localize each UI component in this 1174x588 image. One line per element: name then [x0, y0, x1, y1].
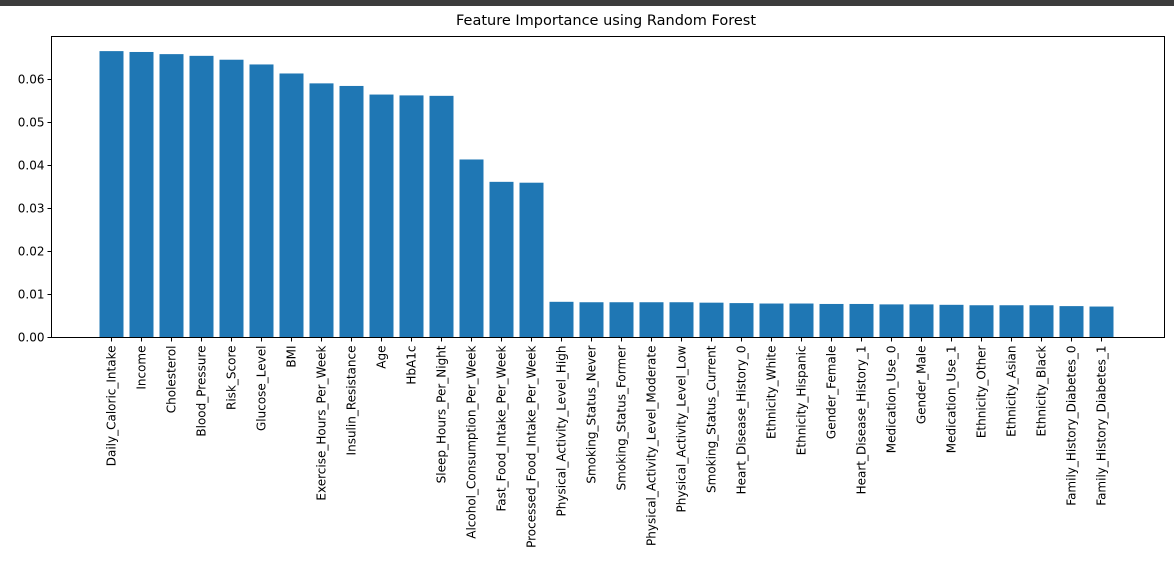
bar-Family_History_Diabetes_1 — [1089, 306, 1114, 338]
bar-Physical_Activity_Level_Low — [669, 302, 694, 338]
y-axis: 0.00 0.01 0.02 0.03 0.04 0.05 0.06 — [18, 73, 52, 345]
x-axis: Daily_Caloric_Intake Income Cholesterol Blo… — [105, 337, 1109, 548]
bar-Heart_Disease_History_1 — [849, 303, 874, 338]
x-tick-label: Glucose_Level — [255, 346, 269, 432]
bar-Gender_Female — [819, 303, 844, 338]
bar-Ethnicity_Black — [1029, 305, 1054, 338]
x-tick-label: Gender_Female — [825, 346, 839, 440]
x-tick-label: Cholesterol — [165, 346, 179, 414]
x-tick-label: Physical_Activity_Level_Moderate — [645, 346, 659, 546]
x-tick-label: Risk_Score — [225, 346, 239, 410]
x-tick-label: Physical_Activity_Level_High — [555, 346, 569, 517]
x-tick-label: Alcohol_Consumption_Per_Week — [465, 345, 479, 538]
y-tick-label: 0.06 — [18, 73, 45, 87]
bars-group — [99, 51, 1114, 338]
x-tick-label: Gender_Male — [915, 346, 929, 425]
x-tick-label: Medication_Use_0 — [885, 346, 899, 454]
y-tick-label: 0.04 — [18, 159, 45, 173]
bar-Cholesterol — [159, 54, 184, 338]
bar-Daily_Caloric_Intake — [99, 51, 124, 338]
bar-Heart_Disease_History_0 — [729, 303, 754, 338]
x-tick-label: Smoking_Status_Current — [705, 345, 719, 493]
x-tick-label: Ethnicity_Other — [975, 345, 989, 438]
bar-Gender_Male — [909, 304, 934, 338]
chart-title: Feature Importance using Random Forest — [456, 13, 756, 29]
x-tick-label: Age — [375, 346, 389, 369]
x-tick-label: Family_History_Diabetes_1 — [1095, 346, 1109, 506]
bar-Ethnicity_Hispanic — [789, 303, 814, 338]
y-tick-label: 0.02 — [18, 245, 45, 259]
bar-Age — [369, 94, 394, 338]
x-tick-label: Exercise_Hours_Per_Week — [315, 345, 329, 500]
x-tick-label: HbA1c — [405, 346, 419, 385]
window-top-bar — [0, 0, 1174, 6]
bar-Glucose_Level — [249, 64, 274, 338]
plot-frame — [51, 36, 1165, 338]
bar-Physical_Activity_Level_Moderate — [639, 302, 664, 338]
x-tick-label: Family_History_Diabetes_0 — [1065, 346, 1079, 506]
bar-Insulin_Resistance — [339, 85, 364, 338]
x-tick-label: Blood_Pressure — [195, 346, 209, 437]
bar-Smoking_Status_Never — [579, 302, 604, 338]
bar-Blood_Pressure — [189, 55, 214, 338]
x-tick-label: Smoking_Status_Never — [585, 345, 599, 483]
x-tick-label: Heart_Disease_History_1 — [855, 346, 869, 495]
y-tick-label: 0.00 — [18, 331, 45, 345]
x-tick-label: Fast_Food_Intake_Per_Week — [495, 345, 509, 511]
x-tick-label: Sleep_Hours_Per_Night — [435, 345, 449, 483]
bar-BMI — [279, 73, 304, 338]
bar-Physical_Activity_Level_High — [549, 301, 574, 338]
bar-Ethnicity_White — [759, 303, 784, 338]
bar-Ethnicity_Asian — [999, 305, 1024, 338]
x-tick-label: Physical_Activity_Level_Low — [675, 345, 689, 512]
x-tick-label: BMI — [285, 346, 299, 368]
bar-Smoking_Status_Former — [609, 302, 634, 338]
x-tick-label: Income — [135, 346, 149, 390]
bar-Sleep_Hours_Per_Night — [429, 95, 454, 338]
x-tick-label: Ethnicity_White — [765, 346, 779, 439]
x-tick-label: Daily_Caloric_Intake — [105, 346, 119, 467]
bar-Processed_Food_Intake_Per_Week — [519, 182, 544, 338]
bar-Medication_Use_1 — [939, 304, 964, 338]
x-tick-label: Processed_Food_Intake_Per_Week — [525, 345, 539, 547]
x-tick-label: Medication_Use_1 — [945, 346, 959, 454]
bar-Alcohol_Consumption_Per_Week — [459, 159, 484, 338]
bar-Income — [129, 51, 154, 338]
bar-Fast_Food_Intake_Per_Week — [489, 181, 514, 338]
x-tick-label: Smoking_Status_Former — [615, 345, 629, 490]
bar-Family_History_Diabetes_0 — [1059, 306, 1084, 338]
y-tick-label: 0.05 — [18, 116, 45, 130]
bar-Exercise_Hours_Per_Week — [309, 83, 334, 338]
bar-Risk_Score — [219, 59, 244, 338]
x-tick-label: Ethnicity_Black — [1035, 345, 1049, 436]
y-tick-label: 0.03 — [18, 202, 45, 216]
x-tick-label: Heart_Disease_History_0 — [735, 346, 749, 495]
x-tick-label: Ethnicity_Asian — [1005, 346, 1019, 437]
x-tick-label: Ethnicity_Hispanic — [795, 346, 809, 456]
bar-Smoking_Status_Current — [699, 302, 724, 338]
bar-Ethnicity_Other — [969, 305, 994, 338]
y-tick-label: 0.01 — [18, 288, 45, 302]
bar-HbA1c — [399, 95, 424, 338]
bar-Medication_Use_0 — [879, 304, 904, 338]
x-tick-label: Insulin_Resistance — [345, 346, 359, 456]
